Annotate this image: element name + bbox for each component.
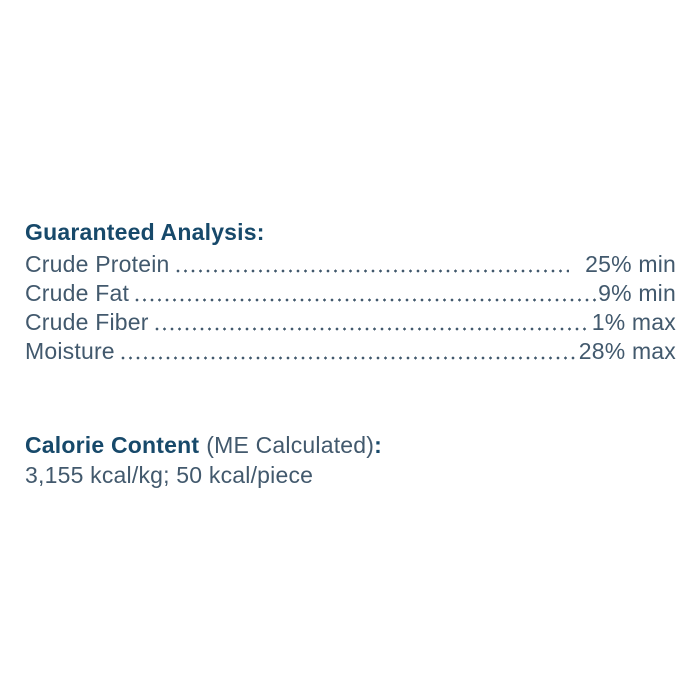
dot-leader (120, 337, 577, 366)
calorie-content-title-regular: (ME Calculated) (206, 432, 375, 458)
label-block: Guaranteed Analysis: Crude Protein 25% m… (25, 218, 676, 490)
dot-leader (175, 250, 570, 279)
row-value: 9% min (598, 280, 676, 306)
row-label: Crude Fiber (25, 309, 149, 335)
row-value: 28% max (578, 338, 676, 364)
analysis-row-moisture: Moisture 28% max (25, 337, 676, 366)
row-label: Crude Fat (25, 280, 130, 306)
row-label: Crude Protein (25, 251, 170, 277)
guaranteed-analysis-title: Guaranteed Analysis: (25, 219, 265, 245)
guaranteed-analysis-table: Crude Protein 25% min Crude Fat 9% min C… (25, 250, 676, 366)
calorie-content-title-bold: Calorie Content (25, 432, 200, 458)
dot-leader (154, 308, 590, 337)
row-label: Moisture (25, 338, 115, 364)
calorie-content-section: Calorie Content (ME Calculated): 3,155 kc… (25, 431, 676, 490)
calorie-content-title: Calorie Content (ME Calculated): (25, 431, 676, 460)
calorie-content-title-colon: : (374, 432, 382, 458)
analysis-row-crude-protein: Crude Protein 25% min (25, 250, 676, 279)
dot-leader (135, 279, 597, 308)
row-value: 25% min (585, 251, 676, 277)
analysis-row-crude-fiber: Crude Fiber 1% max (25, 308, 676, 337)
row-value: 1% max (591, 309, 676, 335)
calorie-content-value: 3,155 kcal/kg; 50 kcal/piece (25, 462, 314, 488)
analysis-row-crude-fat: Crude Fat 9% min (25, 279, 676, 308)
